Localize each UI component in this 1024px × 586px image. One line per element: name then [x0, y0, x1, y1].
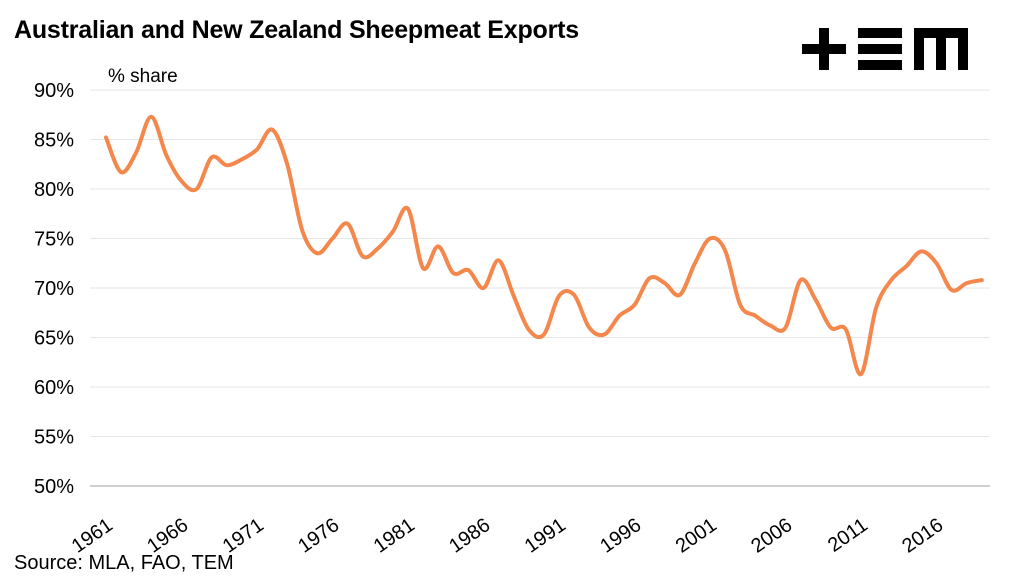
data-point — [935, 261, 939, 265]
y-tick-label: 60% — [34, 377, 74, 399]
data-point — [512, 294, 516, 298]
data-point — [542, 333, 546, 337]
data-point — [572, 293, 576, 297]
data-point — [391, 230, 395, 234]
data-point — [693, 261, 697, 265]
x-tick-label: 1976 — [294, 514, 343, 558]
series-line — [104, 114, 984, 377]
x-tick-label: 2016 — [898, 514, 947, 558]
source-note: Source: MLA, FAO, TEM — [14, 552, 234, 574]
data-point — [270, 128, 274, 132]
data-point — [799, 278, 803, 282]
data-point — [195, 187, 199, 191]
y-axis-unit-label: % share — [108, 66, 178, 87]
x-tick-label: 1986 — [445, 514, 494, 558]
x-tick-label: 2001 — [672, 514, 721, 558]
data-point — [965, 281, 969, 285]
data-point — [134, 150, 138, 154]
data-point — [225, 163, 229, 167]
y-tick-label: 80% — [34, 179, 74, 201]
y-tick-label: 90% — [34, 80, 74, 102]
chart-title: Australian and New Zealand Sheepmeat Exp… — [14, 16, 579, 44]
data-point — [285, 162, 289, 166]
x-tick-label: 1996 — [596, 514, 645, 558]
x-tick-label: 1961 — [68, 514, 117, 558]
data-point — [738, 303, 742, 307]
data-point — [768, 324, 772, 328]
data-point — [980, 278, 984, 282]
x-tick-label: 2006 — [747, 514, 796, 558]
data-point — [904, 264, 908, 268]
data-point — [104, 136, 108, 140]
data-point — [829, 326, 833, 330]
data-point — [119, 170, 123, 174]
data-point — [950, 288, 954, 292]
y-tick-label: 70% — [34, 278, 74, 300]
x-tick-label: 1991 — [521, 514, 570, 558]
data-point — [406, 207, 410, 211]
data-point — [678, 293, 682, 297]
data-point — [255, 147, 259, 151]
data-point — [784, 326, 788, 330]
x-tick-label: 2011 — [824, 514, 872, 557]
data-point — [346, 222, 350, 226]
data-point — [315, 251, 319, 255]
data-point — [361, 254, 365, 258]
data-point — [300, 229, 304, 233]
y-tick-label: 85% — [34, 130, 74, 152]
data-point — [874, 306, 878, 310]
data-point — [617, 314, 621, 318]
y-tick-label: 65% — [34, 328, 74, 350]
data-point — [451, 271, 455, 275]
y-tick-label: 75% — [34, 229, 74, 251]
data-point — [376, 246, 380, 250]
data-point — [663, 281, 667, 285]
data-point — [708, 237, 712, 241]
tem-logo — [802, 28, 968, 70]
data-point — [331, 237, 335, 241]
data-point — [421, 266, 425, 270]
data-point — [482, 286, 486, 290]
x-tick-label: 1981 — [370, 514, 419, 558]
data-point — [753, 314, 757, 318]
data-point — [240, 157, 244, 161]
x-tick-label: 1971 — [219, 514, 268, 558]
x-tick-label: 1966 — [143, 514, 192, 558]
data-point — [602, 333, 606, 337]
data-point — [814, 298, 818, 302]
data-point — [557, 294, 561, 298]
data-point — [164, 153, 168, 157]
data-point — [180, 179, 184, 183]
data-point — [919, 249, 923, 253]
y-tick-label: 50% — [34, 476, 74, 498]
data-point — [466, 268, 470, 272]
data-point — [889, 278, 893, 282]
data-point — [436, 244, 440, 248]
data-point — [527, 328, 531, 332]
data-point — [497, 258, 501, 262]
data-point — [633, 303, 637, 307]
data-point — [149, 115, 153, 119]
data-point — [723, 248, 727, 252]
data-point — [210, 155, 214, 159]
data-point — [859, 372, 863, 376]
data-point — [648, 276, 652, 280]
y-tick-label: 55% — [34, 427, 74, 449]
data-point — [587, 326, 591, 330]
data-point — [844, 328, 848, 332]
